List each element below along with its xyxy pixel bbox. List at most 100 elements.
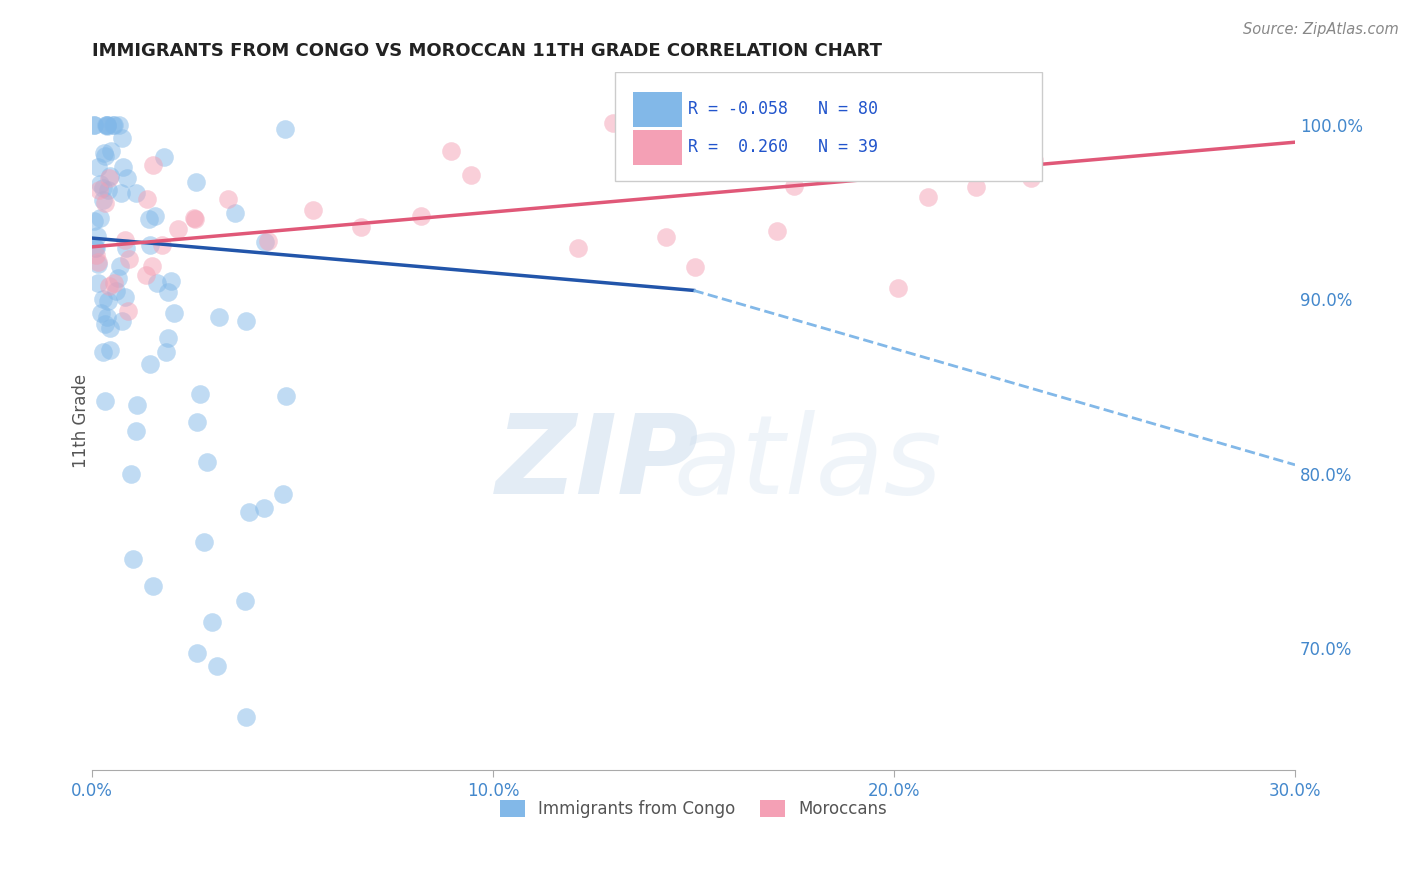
Point bbox=[111, 314, 134, 328]
Point bbox=[89, 178, 111, 192]
Point bbox=[114, 290, 136, 304]
Point bbox=[87, 257, 110, 271]
Text: R =  0.260   N = 39: R = 0.260 N = 39 bbox=[688, 138, 877, 156]
Point bbox=[94, 393, 117, 408]
Point bbox=[98, 320, 121, 334]
Point bbox=[96, 119, 118, 133]
Point bbox=[567, 241, 589, 255]
Point bbox=[117, 303, 139, 318]
Point bbox=[917, 190, 939, 204]
Point bbox=[145, 276, 167, 290]
Point bbox=[143, 209, 166, 223]
Point bbox=[683, 260, 706, 275]
Text: ZIP: ZIP bbox=[496, 409, 699, 516]
Point bbox=[965, 180, 987, 194]
Point bbox=[93, 195, 115, 210]
Point bbox=[98, 169, 121, 183]
Point bbox=[1019, 171, 1042, 186]
Point bbox=[97, 294, 120, 309]
Point bbox=[96, 310, 118, 324]
Point bbox=[139, 237, 162, 252]
Point bbox=[273, 121, 295, 136]
Point bbox=[142, 158, 165, 172]
Point bbox=[87, 183, 110, 197]
Point bbox=[94, 317, 117, 331]
Point bbox=[135, 268, 157, 282]
Point bbox=[86, 277, 108, 291]
Point bbox=[224, 206, 246, 220]
Point bbox=[114, 241, 136, 255]
Point bbox=[98, 170, 121, 185]
Point bbox=[114, 233, 136, 247]
Point bbox=[350, 219, 373, 234]
Point bbox=[976, 161, 998, 175]
Point bbox=[98, 343, 121, 358]
Point bbox=[118, 252, 141, 267]
Point bbox=[83, 118, 105, 132]
Point bbox=[253, 501, 276, 516]
Point bbox=[94, 149, 117, 163]
Point bbox=[83, 241, 105, 255]
Point bbox=[201, 615, 224, 629]
Point bbox=[141, 259, 163, 273]
Point bbox=[156, 285, 179, 299]
Point bbox=[186, 646, 208, 660]
Point bbox=[125, 424, 148, 438]
Point bbox=[205, 659, 228, 673]
Point bbox=[107, 118, 129, 132]
Point bbox=[193, 535, 215, 549]
Point bbox=[167, 221, 190, 235]
Point bbox=[90, 306, 112, 320]
Point bbox=[101, 118, 124, 132]
Point bbox=[84, 241, 107, 255]
Point bbox=[188, 387, 211, 401]
Point bbox=[184, 212, 207, 227]
Point bbox=[87, 255, 110, 269]
Point bbox=[138, 212, 160, 227]
Point bbox=[233, 594, 256, 608]
Point bbox=[125, 398, 148, 412]
Point bbox=[766, 224, 789, 238]
Point bbox=[117, 170, 139, 185]
Point bbox=[271, 487, 294, 501]
Point bbox=[97, 184, 120, 198]
Point bbox=[460, 168, 482, 182]
Point bbox=[163, 305, 186, 319]
Point bbox=[257, 234, 280, 248]
Text: atlas: atlas bbox=[673, 409, 942, 516]
Point bbox=[155, 345, 177, 359]
Point bbox=[96, 118, 118, 132]
Point bbox=[103, 276, 125, 290]
Point bbox=[91, 193, 114, 207]
Point bbox=[111, 131, 134, 145]
Point bbox=[100, 145, 122, 159]
Point bbox=[150, 238, 173, 252]
Point bbox=[86, 228, 108, 243]
Point bbox=[276, 389, 298, 403]
Text: Source: ZipAtlas.com: Source: ZipAtlas.com bbox=[1243, 22, 1399, 37]
Point bbox=[139, 357, 162, 371]
Text: R = -0.058   N = 80: R = -0.058 N = 80 bbox=[688, 101, 877, 119]
Point bbox=[110, 186, 132, 201]
Point bbox=[301, 203, 323, 218]
Point bbox=[107, 271, 129, 285]
Point bbox=[94, 118, 117, 132]
FancyBboxPatch shape bbox=[634, 129, 682, 164]
Point bbox=[93, 345, 115, 359]
Point bbox=[111, 160, 134, 174]
Point bbox=[1022, 153, 1045, 168]
Point bbox=[217, 192, 239, 206]
Point bbox=[84, 248, 107, 262]
Point bbox=[655, 229, 678, 244]
Point bbox=[125, 186, 148, 200]
Point bbox=[142, 579, 165, 593]
Point bbox=[602, 116, 624, 130]
FancyBboxPatch shape bbox=[634, 92, 682, 127]
Point bbox=[108, 259, 131, 273]
Point bbox=[186, 415, 208, 429]
Point bbox=[91, 292, 114, 306]
Point bbox=[235, 710, 257, 724]
Point bbox=[159, 274, 181, 288]
Point bbox=[105, 285, 128, 299]
Point bbox=[97, 279, 120, 293]
